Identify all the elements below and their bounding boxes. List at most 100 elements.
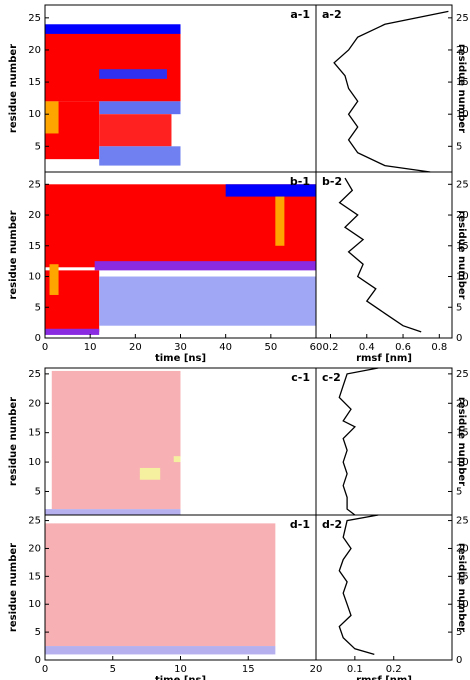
x-tick-label: 0.4 <box>359 342 375 353</box>
y-tick-label: 15 <box>28 241 41 252</box>
y-tick-label: 15 <box>28 77 41 88</box>
y-tick-label: 10 <box>456 272 469 283</box>
x-tick-label: 10 <box>174 664 187 675</box>
plot-frame <box>315 4 453 173</box>
y-tick-label: 0 <box>35 655 41 666</box>
ss-block <box>275 196 285 246</box>
x-tick-label: 15 <box>242 664 255 675</box>
ss-block <box>51 370 181 510</box>
y-tick-label: 15 <box>28 571 41 582</box>
y-tick-label: 15 <box>456 77 469 88</box>
panel-label: d-2 <box>322 518 342 531</box>
y-tick-label: 25 <box>456 179 469 190</box>
ss-block <box>45 184 316 268</box>
ss-block <box>45 509 181 515</box>
x-tick-label: 0.1 <box>347 664 363 675</box>
panel-label: a-2 <box>322 8 342 21</box>
y-tick-label: 5 <box>456 486 462 497</box>
ss-block <box>173 456 181 463</box>
y-tick-label: 15 <box>28 428 41 439</box>
y-tick-label: 20 <box>28 45 41 56</box>
x-tick-label: 0 <box>42 664 48 675</box>
y-tick-label: 15 <box>456 571 469 582</box>
y-axis-label: residue number <box>8 543 19 632</box>
y-tick-label: 5 <box>456 627 462 638</box>
y-tick-label: 10 <box>28 599 41 610</box>
y-axis-label: residue number <box>8 397 19 486</box>
x-tick-label: 10 <box>84 342 97 353</box>
ss-block <box>99 146 181 166</box>
ss-block <box>45 101 59 134</box>
x-tick-label: 0.6 <box>395 342 411 353</box>
y-tick-label: 20 <box>456 45 469 56</box>
ss-block <box>45 523 276 647</box>
y-tick-label: 25 <box>28 516 41 527</box>
x-tick-label: 60 <box>310 342 323 353</box>
x-axis-label: rmsf [nm] <box>356 675 412 680</box>
y-tick-label: 10 <box>28 109 41 120</box>
ss-block <box>45 328 100 335</box>
y-tick-label: 10 <box>456 109 469 120</box>
y-tick-label: 15 <box>456 241 469 252</box>
ss-block <box>45 30 181 102</box>
y-tick-label: 5 <box>35 302 41 313</box>
y-tick-label: 0 <box>456 333 462 344</box>
y-axis-label: residue number <box>8 44 19 133</box>
y-tick-label: 5 <box>35 486 41 497</box>
ss-block <box>99 69 167 79</box>
panel-label: a-1 <box>290 8 310 21</box>
y-tick-label: 10 <box>28 272 41 283</box>
x-axis-label: rmsf [nm] <box>356 353 412 364</box>
panel-label: d-1 <box>290 518 310 531</box>
x-tick-label: 0.2 <box>323 342 339 353</box>
x-tick-label: 0.2 <box>386 664 402 675</box>
y-axis-label: residue number <box>8 210 19 299</box>
x-tick-label: 5 <box>110 664 116 675</box>
y-tick-label: 10 <box>28 457 41 468</box>
y-tick-label: 25 <box>456 516 469 527</box>
y-tick-label: 5 <box>35 141 41 152</box>
y-tick-label: 5 <box>456 141 462 152</box>
panel-label: c-2 <box>322 371 341 384</box>
ss-block <box>45 24 181 34</box>
y-tick-label: 25 <box>456 369 469 380</box>
plot-frame <box>315 367 453 516</box>
x-tick-label: 20 <box>310 664 323 675</box>
plot-frame <box>315 171 453 339</box>
ss-block <box>99 276 316 326</box>
y-tick-label: 0 <box>456 655 462 666</box>
panel-label: b-1 <box>290 175 310 188</box>
y-tick-label: 20 <box>28 398 41 409</box>
y-tick-label: 5 <box>35 627 41 638</box>
y-tick-label: 15 <box>456 428 469 439</box>
ss-block <box>225 184 316 197</box>
x-axis-label: time [ns] <box>155 675 206 680</box>
panel-label: b-2 <box>322 175 342 188</box>
ss-block <box>139 467 161 480</box>
ss-block <box>99 114 172 147</box>
y-tick-label: 20 <box>456 210 469 221</box>
y-axis-label: residue number <box>456 210 467 299</box>
ss-block <box>49 264 59 295</box>
y-axis-label: residue number <box>456 543 467 632</box>
x-tick-label: 0.8 <box>431 342 447 353</box>
x-axis-label: time [ns] <box>155 353 206 364</box>
x-tick-label: 20 <box>129 342 142 353</box>
y-tick-label: 25 <box>28 179 41 190</box>
y-tick-label: 20 <box>456 543 469 554</box>
panel-label: c-1 <box>291 371 310 384</box>
plot-frame <box>315 514 453 661</box>
ss-block <box>94 261 316 271</box>
y-tick-label: 20 <box>28 210 41 221</box>
ss-block <box>45 646 276 655</box>
y-tick-label: 10 <box>456 457 469 468</box>
rmsf-line <box>338 367 379 516</box>
y-tick-label: 5 <box>456 302 462 313</box>
y-tick-label: 10 <box>456 599 469 610</box>
y-axis-label: residue number <box>456 397 467 486</box>
ss-block <box>99 101 181 115</box>
rmsf-line <box>338 514 379 656</box>
x-tick-label: 40 <box>219 342 232 353</box>
x-tick-label: 0 <box>42 342 48 353</box>
